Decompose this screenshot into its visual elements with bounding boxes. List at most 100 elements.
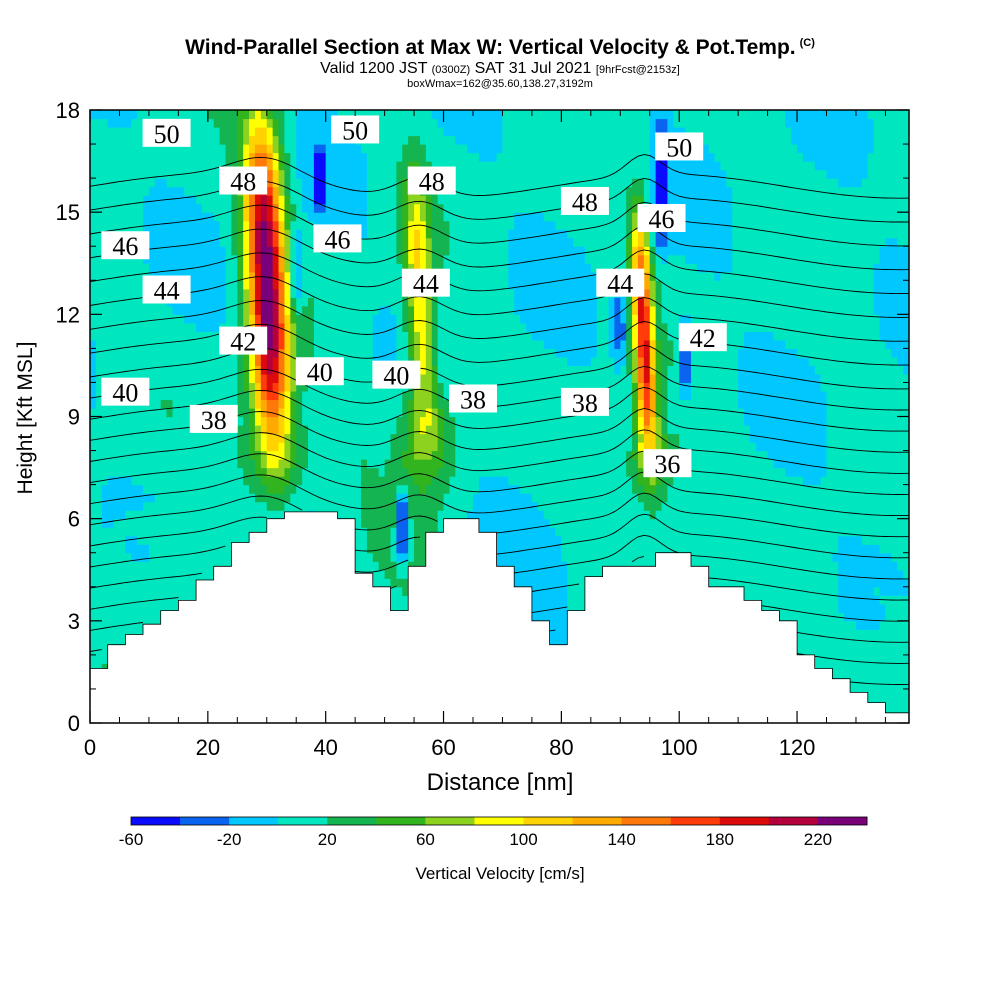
- velocity-cell: [178, 595, 185, 605]
- velocity-cell: [278, 314, 286, 324]
- velocity-cell: [408, 297, 415, 307]
- velocity-cell: [172, 544, 179, 554]
- velocity-cell: [166, 407, 174, 418]
- velocity-cell: [201, 203, 209, 213]
- velocity-cell: [107, 348, 115, 358]
- velocity-cell: [101, 527, 109, 537]
- velocity-cell: [196, 297, 203, 307]
- velocity-cell: [131, 603, 138, 613]
- velocity-cell: [355, 390, 362, 401]
- velocity-cell: [101, 280, 109, 290]
- velocity-cell: [237, 442, 244, 452]
- velocity-cell: [402, 510, 409, 520]
- velocity-cell: [172, 254, 179, 264]
- velocity-cell: [290, 493, 297, 503]
- velocity-cell: [319, 263, 327, 273]
- velocity-cell: [90, 212, 97, 222]
- velocity-cell: [178, 459, 185, 469]
- velocity-cell: [95, 646, 103, 656]
- velocity-cell: [254, 237, 262, 247]
- velocity-cell: [113, 365, 121, 375]
- velocity-cell: [260, 280, 268, 290]
- velocity-cell: [455, 365, 462, 375]
- velocity-cell: [249, 390, 256, 401]
- velocity-cell: [419, 127, 427, 137]
- velocity-cell: [490, 280, 498, 290]
- velocity-cell: [455, 212, 462, 222]
- velocity-cell: [449, 467, 456, 477]
- velocity-cell: [355, 297, 362, 307]
- velocity-cell: [231, 288, 238, 298]
- velocity-cell: [337, 271, 344, 281]
- velocity-cell: [419, 305, 427, 315]
- velocity-cell: [437, 518, 445, 528]
- velocity-cell: [343, 314, 350, 324]
- velocity-cell: [461, 178, 468, 188]
- velocity-cell: [278, 365, 286, 375]
- velocity-cell: [490, 467, 498, 477]
- velocity-cell: [378, 178, 386, 188]
- velocity-cell: [449, 425, 456, 435]
- velocity-cell: [490, 484, 498, 494]
- velocity-cell: [131, 152, 138, 162]
- velocity-cell: [113, 535, 121, 545]
- velocity-cell: [490, 127, 498, 137]
- velocity-cell: [196, 373, 203, 384]
- velocity-cell: [207, 305, 215, 315]
- velocity-cell: [107, 493, 115, 503]
- velocity-cell: [107, 535, 115, 545]
- velocity-cell: [272, 288, 280, 298]
- velocity-cell: [90, 339, 97, 349]
- velocity-cell: [425, 425, 433, 435]
- velocity-cell: [372, 237, 380, 247]
- velocity-cell: [331, 254, 339, 264]
- velocity-cell: [113, 425, 121, 435]
- velocity-cell: [137, 612, 144, 622]
- velocity-cell: [384, 467, 392, 477]
- velocity-cell: [425, 237, 433, 247]
- velocity-cell: [384, 220, 392, 230]
- velocity-cell: [372, 416, 380, 426]
- velocity-cell: [249, 416, 256, 426]
- velocity-cell: [461, 152, 468, 162]
- velocity-cell: [260, 433, 268, 443]
- velocity-cell: [331, 186, 339, 196]
- velocity-cell: [225, 297, 233, 307]
- velocity-cell: [290, 348, 297, 358]
- velocity-cell: [243, 373, 250, 384]
- velocity-cell: [478, 518, 486, 528]
- velocity-cell: [343, 373, 350, 384]
- velocity-cell: [425, 467, 433, 477]
- velocity-cell: [366, 518, 374, 528]
- velocity-cell: [349, 476, 356, 486]
- velocity-cell: [213, 518, 221, 528]
- velocity-cell: [313, 118, 321, 128]
- velocity-cell: [396, 263, 403, 273]
- velocity-cell: [461, 407, 468, 418]
- velocity-cell: [148, 373, 156, 384]
- velocity-cell: [349, 501, 356, 511]
- velocity-cell: [272, 476, 280, 486]
- velocity-cell: [461, 195, 468, 205]
- velocity-cell: [143, 544, 150, 554]
- velocity-cell: [225, 144, 233, 154]
- velocity-cell: [308, 305, 315, 315]
- velocity-cell: [213, 229, 221, 239]
- velocity-cell: [178, 110, 185, 120]
- velocity-cell: [219, 527, 227, 537]
- velocity-cell: [478, 297, 486, 307]
- velocity-cell: [219, 195, 227, 205]
- velocity-cell: [231, 305, 238, 315]
- velocity-cell: [196, 450, 203, 460]
- velocity-cell: [201, 535, 209, 545]
- velocity-cell: [284, 407, 291, 418]
- velocity-cell: [290, 476, 297, 486]
- velocity-cell: [355, 195, 362, 205]
- velocity-cell: [172, 416, 179, 426]
- velocity-cell: [213, 535, 221, 545]
- velocity-cell: [325, 288, 333, 298]
- velocity-cell: [184, 476, 191, 486]
- velocity-cell: [131, 612, 138, 622]
- velocity-cell: [172, 442, 179, 452]
- velocity-cell: [343, 399, 350, 409]
